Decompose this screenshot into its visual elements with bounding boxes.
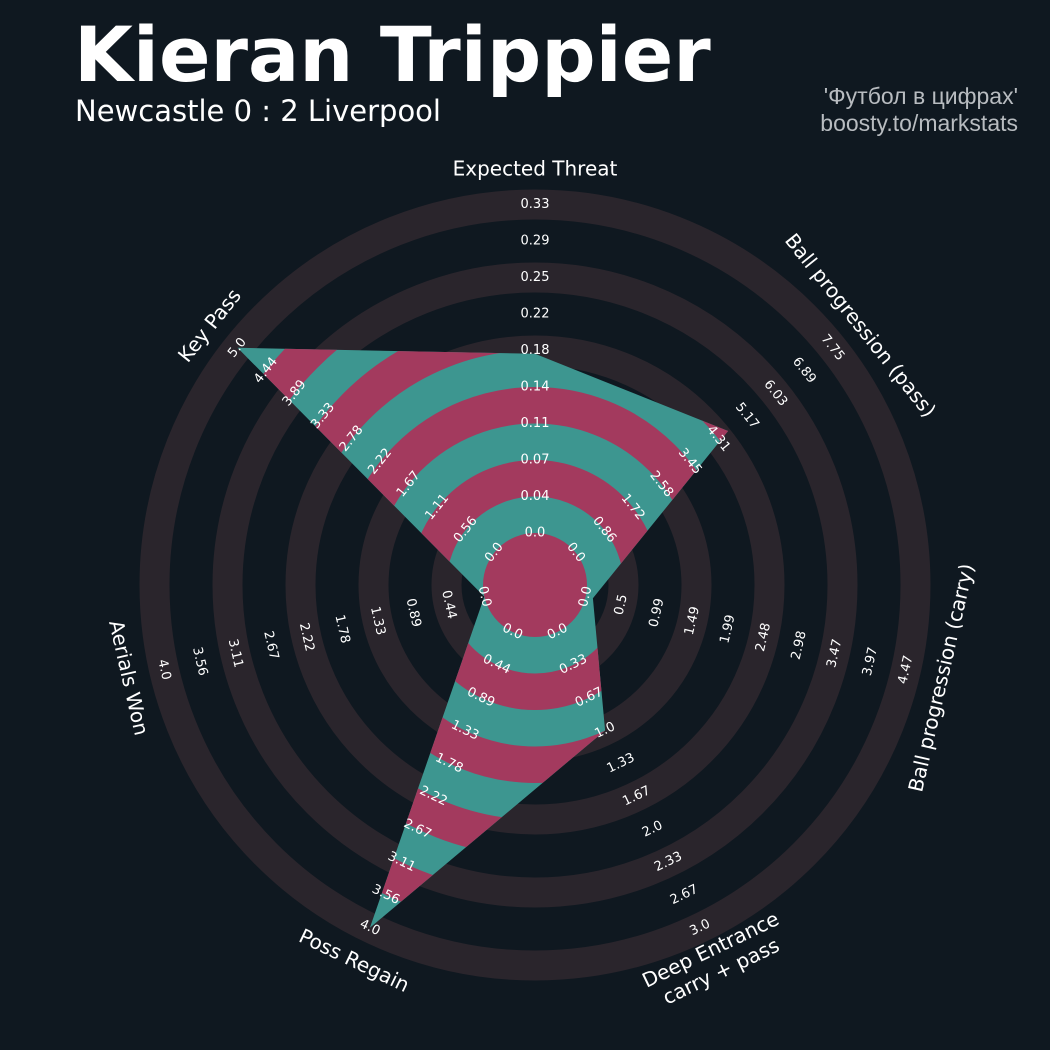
tick-label: 0.14 xyxy=(521,380,550,395)
tick-label: 0.44 xyxy=(438,589,459,621)
tick-label: 0.29 xyxy=(521,234,550,249)
tick-label: 1.99 xyxy=(717,613,738,645)
tick-label: 2.67 xyxy=(668,882,701,908)
tick-label: 0.04 xyxy=(521,489,550,504)
tick-label: 0.22 xyxy=(521,307,550,322)
tick-labels: 0.0 0.04 0.07 0.11 0.14 0.18 0.22 0.25 0.29 0.33 0… xyxy=(154,197,916,939)
param-label: Expected Threat xyxy=(453,157,618,181)
tick-label: 0.99 xyxy=(646,597,667,629)
radar-fill-core xyxy=(483,533,587,637)
tick-label: 2.67 xyxy=(260,630,281,662)
credit-url: boosty.to/markstats xyxy=(820,110,1018,136)
background-ring xyxy=(139,189,931,981)
tick-label: 1.33 xyxy=(367,605,388,637)
tick-label: 6.89 xyxy=(789,355,819,387)
tick-label: 0.89 xyxy=(403,597,424,629)
background-ring xyxy=(212,262,858,908)
background-ring xyxy=(285,335,785,835)
tick-label: 0.18 xyxy=(521,343,550,358)
tick-label: 0.11 xyxy=(521,416,550,431)
tick-label: 3.97 xyxy=(860,646,881,678)
tick-label: 4.0 xyxy=(154,658,173,682)
tick-label: 0.5 xyxy=(612,593,631,617)
tick-label: 0.25 xyxy=(521,270,550,285)
tick-label: 2.0 xyxy=(640,818,665,840)
tick-label: 4.47 xyxy=(895,654,916,686)
tick-label: 3.47 xyxy=(824,638,845,670)
credit-source: 'Футбол в цифрах' xyxy=(823,83,1018,109)
tick-label: 2.22 xyxy=(296,621,317,653)
tick-label: 0.0 xyxy=(475,585,494,609)
tick-label: 1.33 xyxy=(605,750,638,776)
param-label-line: Expected Threat xyxy=(453,157,618,181)
tick-label: 1.78 xyxy=(331,613,352,645)
player-name-title: Kieran Trippier xyxy=(74,10,711,99)
tick-label: 3.56 xyxy=(189,646,210,678)
tick-label: 0.07 xyxy=(521,453,550,468)
tick-label: 1.49 xyxy=(682,605,703,637)
tick-label: 2.98 xyxy=(789,630,810,662)
tick-label: 0.0 xyxy=(576,585,595,609)
tick-label: 5.17 xyxy=(732,400,762,432)
tick-label: 2.48 xyxy=(753,621,774,653)
tick-label: 3.11 xyxy=(225,638,246,670)
match-subtitle: Newcastle 0 : 2 Liverpool xyxy=(75,94,441,128)
tick-label: 0.0 xyxy=(525,526,546,541)
tick-label: 0.33 xyxy=(521,197,550,212)
